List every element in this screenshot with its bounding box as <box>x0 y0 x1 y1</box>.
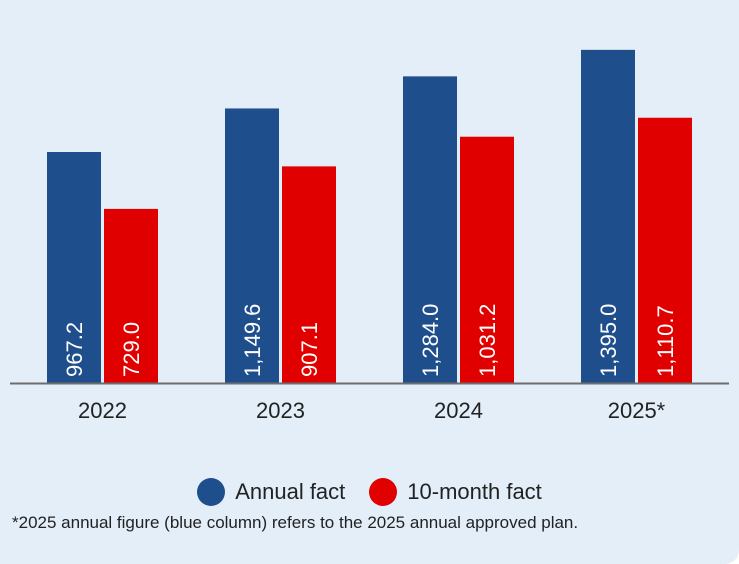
data-label-10-month-fact-2023: 907.1 <box>297 322 322 377</box>
data-label-annual-fact-2024: 1,284.0 <box>418 304 443 377</box>
bar-chart: 967.2 729.0 2022 1,149.6 907.1 2023 1,284.0 1,0… <box>0 0 739 470</box>
footnote: *2025 annual figure (blue column) refers… <box>12 510 728 536</box>
legend-item-annual-fact: Annual fact <box>197 478 345 506</box>
legend-item-10-month-fact: 10-month fact <box>369 478 542 506</box>
x-tick-label-2022: 2022 <box>78 398 127 423</box>
x-tick-label-2025: 2025* <box>608 398 666 423</box>
data-label-10-month-fact-2024: 1,031.2 <box>475 304 500 377</box>
x-tick-label-2023: 2023 <box>256 398 305 423</box>
legend-label-10-month-fact: 10-month fact <box>407 479 542 505</box>
legend-swatch-10-month-fact <box>369 478 397 506</box>
legend-swatch-annual-fact <box>197 478 225 506</box>
data-label-10-month-fact-2025: 1,110.7 <box>653 305 678 377</box>
x-tick-label-2024: 2024 <box>434 398 483 423</box>
data-label-annual-fact-2022: 967.2 <box>62 322 87 377</box>
data-label-annual-fact-2025: 1,395.0 <box>596 304 621 377</box>
data-label-annual-fact-2023: 1,149.6 <box>240 304 265 377</box>
chart-legend: Annual fact 10-month fact <box>0 478 739 506</box>
legend-label-annual-fact: Annual fact <box>235 479 345 505</box>
data-label-10-month-fact-2022: 729.0 <box>119 322 144 377</box>
